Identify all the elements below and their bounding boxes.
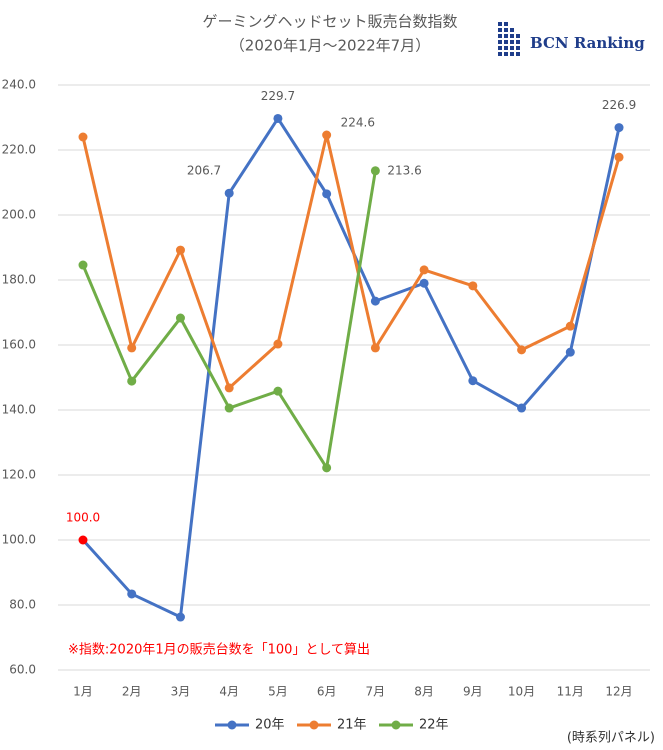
point (78, 535, 88, 545)
y-tick-label: 80.0 (9, 598, 36, 612)
x-tick-label: 5月 (268, 685, 288, 699)
y-tick-label: 160.0 (2, 338, 36, 352)
chart-subtitle: （2020年1月～2022年7月） (230, 37, 430, 55)
point (322, 189, 332, 199)
x-tick-label: 2月 (122, 685, 142, 699)
point (224, 188, 234, 198)
point (273, 113, 283, 123)
data-label: 224.6 (341, 116, 375, 130)
point (127, 343, 137, 353)
legend-marker (391, 720, 401, 730)
point (78, 132, 88, 142)
chart-title: ゲーミングヘッドセット販売台数指数 (202, 13, 457, 31)
y-tick-label: 60.0 (9, 663, 36, 677)
legend-label: 20年 (255, 718, 285, 733)
point (127, 589, 137, 599)
point (175, 245, 185, 255)
y-tick-label: 220.0 (2, 143, 36, 157)
data-label: 100.0 (66, 511, 100, 525)
y-tick-label: 240.0 (2, 78, 36, 92)
legend-label: 22年 (419, 718, 449, 733)
point (565, 321, 575, 331)
point (273, 386, 283, 396)
point (273, 339, 283, 349)
y-tick-label: 180.0 (2, 273, 36, 287)
logo-icon (498, 22, 520, 56)
point (468, 281, 478, 291)
point (419, 265, 429, 275)
x-tick-label: 9月 (463, 685, 483, 699)
data-label: 213.6 (387, 163, 421, 177)
x-tick-label: 4月 (219, 685, 239, 699)
point (175, 313, 185, 323)
data-label: 206.7 (187, 164, 221, 178)
point (419, 278, 429, 288)
point (614, 123, 624, 133)
data-label: 226.9 (602, 98, 636, 112)
x-tick-label: 3月 (171, 685, 191, 699)
y-tick-label: 140.0 (2, 403, 36, 417)
point (322, 130, 332, 140)
y-tick-label: 100.0 (2, 533, 36, 547)
x-tick-label: 6月 (317, 685, 337, 699)
x-tick-label: 8月 (414, 685, 434, 699)
point (370, 296, 380, 306)
point (565, 347, 575, 357)
data-label: 229.7 (261, 89, 295, 103)
note: ※指数:2020年1月の販売台数を「100」として算出 (68, 642, 370, 658)
y-tick-label: 120.0 (2, 468, 36, 482)
point (370, 343, 380, 353)
logo-text: BCN Ranking (530, 34, 645, 52)
x-tick-label: 11月 (557, 685, 584, 699)
point (468, 376, 478, 386)
x-tick-label: 7月 (366, 685, 386, 699)
legend-marker (227, 720, 237, 730)
point (224, 403, 234, 413)
line (81, 133, 621, 390)
legend-label: 21年 (337, 718, 367, 733)
point (175, 612, 185, 622)
line (81, 116, 621, 619)
point (370, 166, 380, 176)
point (127, 376, 137, 386)
point (78, 260, 88, 270)
point (614, 152, 624, 162)
x-tick-label: 1月 (73, 685, 93, 699)
legend-marker (309, 720, 319, 730)
point (322, 463, 332, 473)
point (517, 345, 527, 355)
y-tick-label: 200.0 (2, 208, 36, 222)
point (517, 403, 527, 413)
x-tick-label: 10月 (508, 685, 535, 699)
point (224, 383, 234, 393)
x-tick-label: 12月 (605, 685, 632, 699)
footer: (時系列パネル) (567, 731, 655, 746)
